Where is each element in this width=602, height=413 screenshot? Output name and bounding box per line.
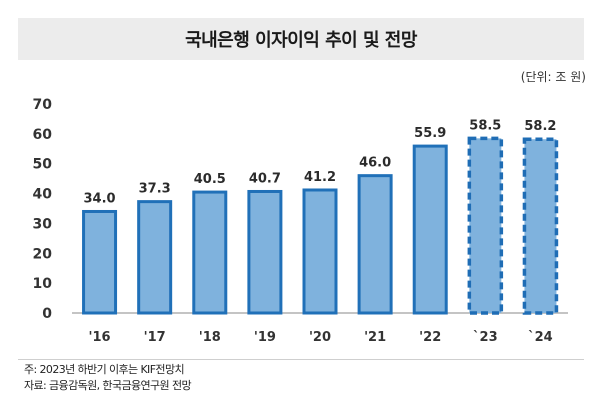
footer-divider <box>18 359 584 360</box>
x-tick-label: `24 <box>528 330 553 345</box>
chart-title: 국내은행 이자이익 추이 및 전망 <box>185 30 417 51</box>
y-tick-label: 20 <box>33 246 53 262</box>
forecast-bar <box>467 136 504 315</box>
bar <box>192 190 228 315</box>
footer-notes: 주: 2023년 하반기 이후는 KIF전망치 자료: 금융감독원, 한국금융연… <box>24 362 192 394</box>
x-tick-label: '21 <box>364 330 386 345</box>
bar <box>82 209 118 315</box>
x-tick-label: '20 <box>309 330 331 345</box>
bar <box>302 188 338 315</box>
y-tick-label: 0 <box>42 306 52 322</box>
data-label: 40.5 <box>194 172 226 187</box>
y-tick-label: 30 <box>33 216 53 232</box>
bar <box>247 189 283 315</box>
y-tick-label: 10 <box>33 276 53 292</box>
y-tick-label: 60 <box>33 127 53 143</box>
y-tick-label: 50 <box>33 157 53 173</box>
data-label: 46.0 <box>359 156 391 171</box>
x-tick-label: '19 <box>254 330 276 345</box>
data-label: 58.2 <box>524 119 556 134</box>
x-tick-label: `23 <box>473 330 498 345</box>
data-label: 55.9 <box>414 126 446 141</box>
bar <box>357 174 393 315</box>
bar <box>412 144 448 315</box>
data-label: 41.2 <box>304 170 336 185</box>
x-tick-label: '22 <box>419 330 441 345</box>
forecast-bar <box>522 137 559 315</box>
data-label: 58.5 <box>469 118 501 133</box>
x-tick-label: '18 <box>199 330 221 345</box>
title-box: 국내은행 이자이익 추이 및 전망 <box>18 18 584 60</box>
bar <box>137 200 173 315</box>
footnote: 주: 2023년 하반기 이후는 KIF전망치 <box>24 363 185 376</box>
unit-label: (단위: 조 원) <box>520 70 586 84</box>
x-tick-label: '17 <box>144 330 166 345</box>
y-tick-label: 40 <box>33 187 53 203</box>
data-label: 34.0 <box>84 191 116 206</box>
y-tick-label: 70 <box>33 97 53 113</box>
data-label: 37.3 <box>139 182 171 197</box>
source-note: 자료: 금융감독원, 한국금융연구원 전망 <box>24 379 192 392</box>
data-label: 40.7 <box>249 171 281 186</box>
x-tick-label: '16 <box>89 330 111 345</box>
